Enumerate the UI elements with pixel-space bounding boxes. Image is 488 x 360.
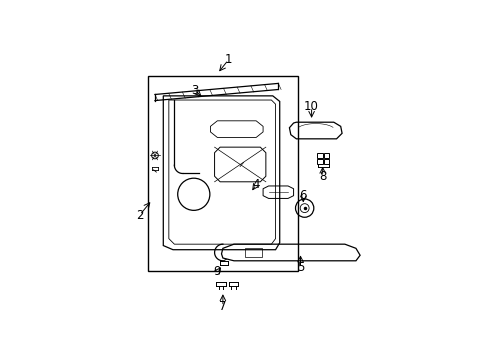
Text: 8: 8 xyxy=(318,170,325,183)
Text: 1: 1 xyxy=(224,53,232,66)
Text: 10: 10 xyxy=(304,100,318,113)
Text: 4: 4 xyxy=(252,178,260,191)
Bar xyxy=(244,248,261,257)
Bar xyxy=(323,159,328,164)
Bar xyxy=(317,159,322,164)
Text: 3: 3 xyxy=(191,84,199,97)
Text: 7: 7 xyxy=(219,300,226,313)
Text: 2: 2 xyxy=(136,208,143,221)
Bar xyxy=(323,153,328,158)
Text: 6: 6 xyxy=(299,189,306,202)
Bar xyxy=(317,153,322,158)
Bar xyxy=(148,76,297,270)
Text: 9: 9 xyxy=(213,265,221,278)
Text: 5: 5 xyxy=(296,261,304,274)
